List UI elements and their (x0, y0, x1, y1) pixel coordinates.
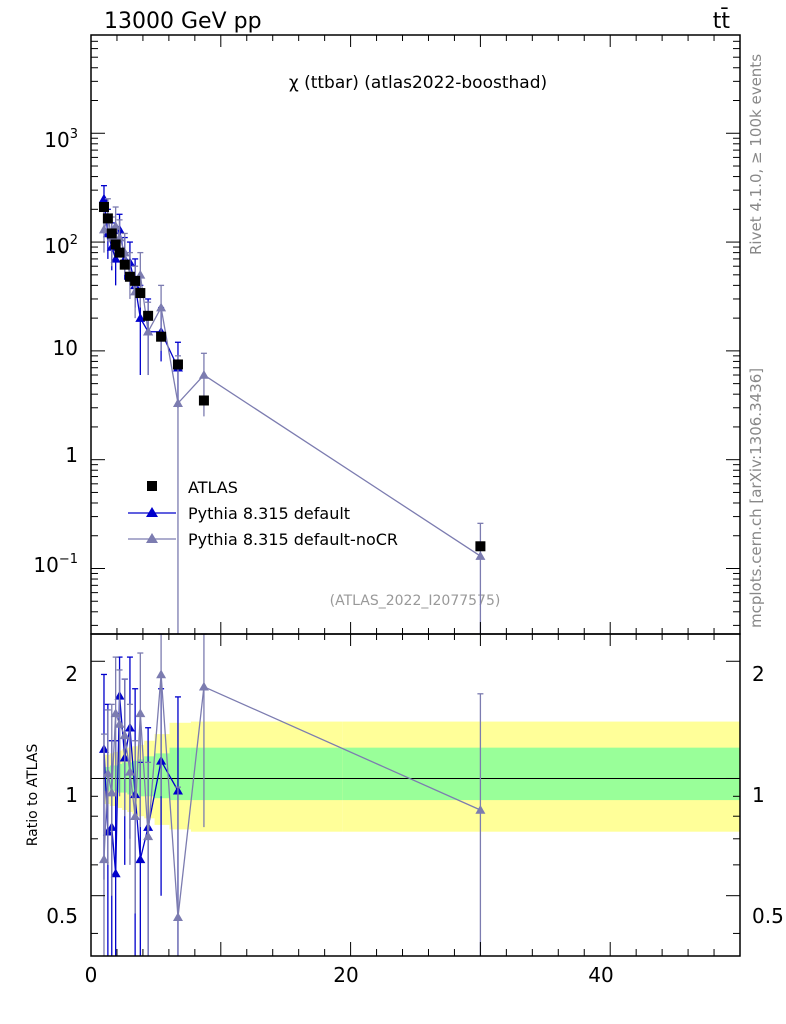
atlas-data-point (119, 259, 130, 270)
ratio-point-nocr (106, 787, 117, 797)
ratio-tick-right-1: 1 (752, 783, 765, 807)
ratio-tick-right-0.5: 0.5 (752, 904, 784, 928)
ratio-axis-label: Ratio to ATLAS (25, 744, 41, 847)
legend-label-atlas: ATLAS (188, 478, 238, 497)
ratio-y-tick-labels: 0.5 1 2 0.5 1 2 (46, 662, 784, 928)
legend-label-default: Pythia 8.315 default (188, 504, 350, 523)
ratio-point-nocr (156, 669, 167, 679)
x-tick-label-40: 40 (588, 963, 613, 987)
y-tick-label-0.1: 10−1 (33, 552, 78, 577)
side-label-rivet: Rivet 4.1.0, ≥ 100k events (747, 54, 765, 255)
x-tick-label-20: 20 (333, 963, 358, 987)
data-point-nocr (114, 232, 125, 242)
ratio-tick-left-2: 2 (65, 662, 78, 686)
header-energy: 13000 GeV pp (104, 9, 262, 34)
atlas-data-point (98, 202, 109, 213)
band-green-bin (342, 747, 740, 801)
ratio-point-nocr (98, 854, 109, 864)
legend-label-nocr: Pythia 8.315 default-noCR (188, 530, 398, 549)
atlas-data-point (114, 247, 125, 258)
plot-title: χ (ttbar) (atlas2022-boosthad) (289, 73, 547, 93)
ratio-tick-left-0.5: 0.5 (46, 904, 78, 928)
ratio-point-nocr (172, 912, 183, 922)
data-point-nocr (143, 326, 154, 336)
atlas-data-point (143, 310, 154, 321)
ratio-point-nocr (102, 768, 113, 778)
main-y-tick-labels: 103 102 10 1 10−1 (33, 127, 78, 577)
atlas-data-point (102, 213, 113, 224)
ratio-point-nocr (124, 766, 135, 776)
ratio-tick-right-2: 2 (752, 662, 765, 686)
data-point-nocr (198, 370, 209, 379)
atlas-data-point (124, 271, 135, 282)
atlas-data-point (106, 228, 117, 239)
y-tick-label-1: 1 (65, 443, 78, 467)
data-point-nocr (172, 398, 183, 408)
atlas-data-point (172, 359, 183, 370)
ratio-point-nocr (119, 730, 130, 740)
legend-marker-default (146, 507, 158, 517)
y-tick-label-100: 102 (44, 233, 78, 258)
y-tick-label-1000: 103 (44, 127, 78, 152)
ratio-point-nocr (135, 708, 146, 718)
ratio-panel-frame (90, 633, 741, 957)
data-point-nocr (475, 551, 486, 560)
band-green-bin (154, 753, 170, 799)
atlas-data-point (198, 395, 209, 406)
data-point-nocr (156, 302, 167, 312)
ratio-tick-left-1: 1 (65, 783, 78, 807)
x-tick-label-0: 0 (85, 963, 98, 987)
analysis-watermark: (ATLAS_2022_I2077575) (330, 593, 501, 609)
atlas-data-point (130, 275, 141, 286)
data-point-default (110, 253, 121, 263)
ratio-point-nocr (110, 708, 121, 718)
data-point-default (98, 193, 109, 203)
ratio-panel-data (98, 633, 486, 956)
atlas-data-point (156, 331, 167, 342)
legend: ATLAS Pythia 8.315 default Pythia 8.315 … (128, 478, 398, 549)
data-point-nocr (98, 224, 109, 234)
atlas-data-point (135, 288, 146, 299)
ratio-point-nocr (143, 831, 154, 841)
ratio-point-default (110, 868, 121, 878)
axis-ticks (90, 34, 741, 956)
ratio-point-nocr (114, 719, 125, 728)
ratio-point-nocr (130, 811, 141, 820)
data-point-nocr (110, 221, 121, 230)
ratio-point-nocr (475, 804, 486, 814)
atlas-data-point (475, 541, 486, 552)
band-green-bin (144, 756, 155, 797)
side-label-mcplots: mcplots.cern.ch [arXiv:1306.3436] (747, 368, 765, 628)
band-green-bin (169, 747, 191, 801)
ratio-point-default (135, 854, 146, 864)
data-point-default (135, 313, 146, 322)
header-process: tt̄ (713, 8, 731, 34)
band-green-bin (190, 747, 343, 801)
atlas-data-point (110, 239, 121, 250)
legend-marker-nocr (146, 533, 158, 543)
y-tick-label-10: 10 (53, 336, 78, 360)
ratio-uncertainty-bands (91, 721, 740, 832)
ratio-point-nocr (198, 681, 209, 691)
x-tick-labels: 0 20 40 (85, 963, 614, 987)
main-panel-data (98, 185, 486, 634)
legend-marker-atlas (147, 481, 157, 491)
